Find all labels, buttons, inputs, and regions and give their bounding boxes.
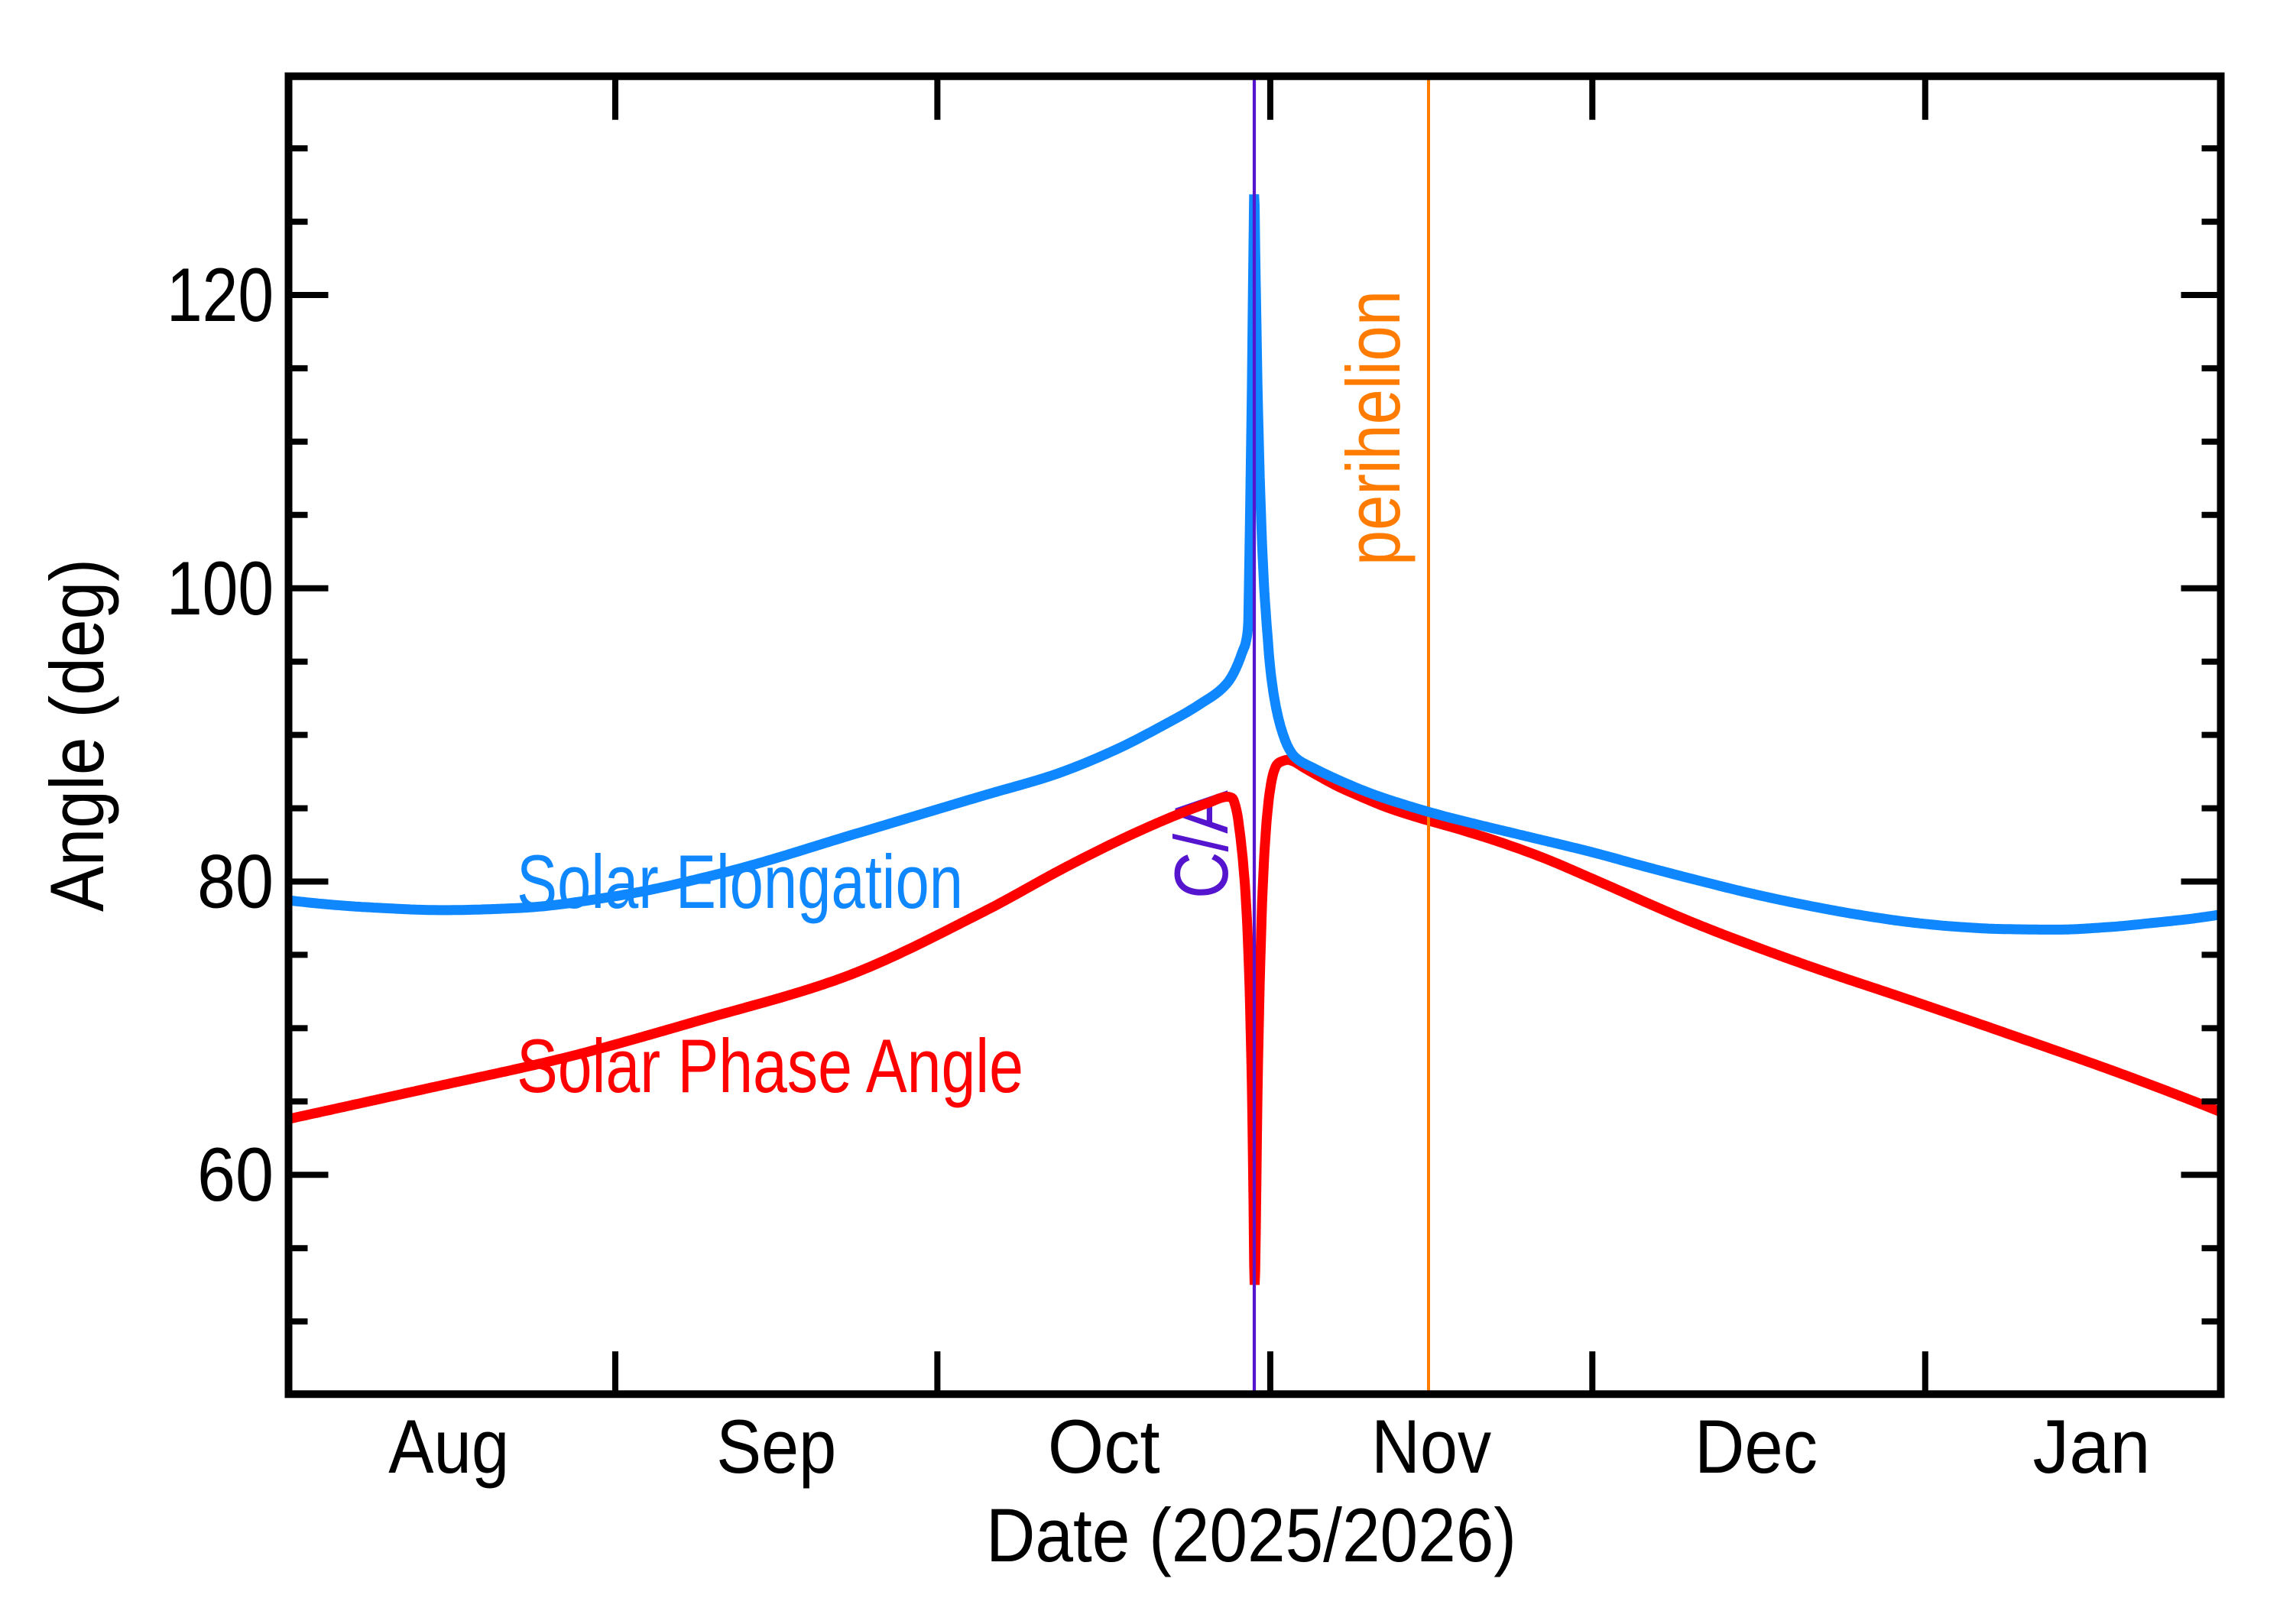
svg-text:Jan: Jan (2033, 1404, 2151, 1489)
svg-text:Solar Elongation: Solar Elongation (517, 839, 963, 924)
svg-text:Angle (deg): Angle (deg) (34, 559, 119, 912)
svg-text:Date (2025/2026): Date (2025/2026) (986, 1493, 1516, 1577)
svg-text:Oct: Oct (1048, 1404, 1160, 1489)
svg-text:100: 100 (167, 546, 274, 630)
svg-text:Aug: Aug (388, 1404, 509, 1489)
svg-text:perihelion: perihelion (1331, 290, 1416, 566)
svg-text:60: 60 (197, 1132, 274, 1217)
svg-text:Sep: Sep (716, 1404, 836, 1489)
svg-text:Dec: Dec (1695, 1404, 1818, 1489)
svg-text:Nov: Nov (1371, 1404, 1491, 1489)
svg-text:120: 120 (167, 252, 274, 337)
svg-text:80: 80 (197, 839, 274, 924)
svg-text:Solar Phase Angle: Solar Phase Angle (517, 1023, 1023, 1108)
